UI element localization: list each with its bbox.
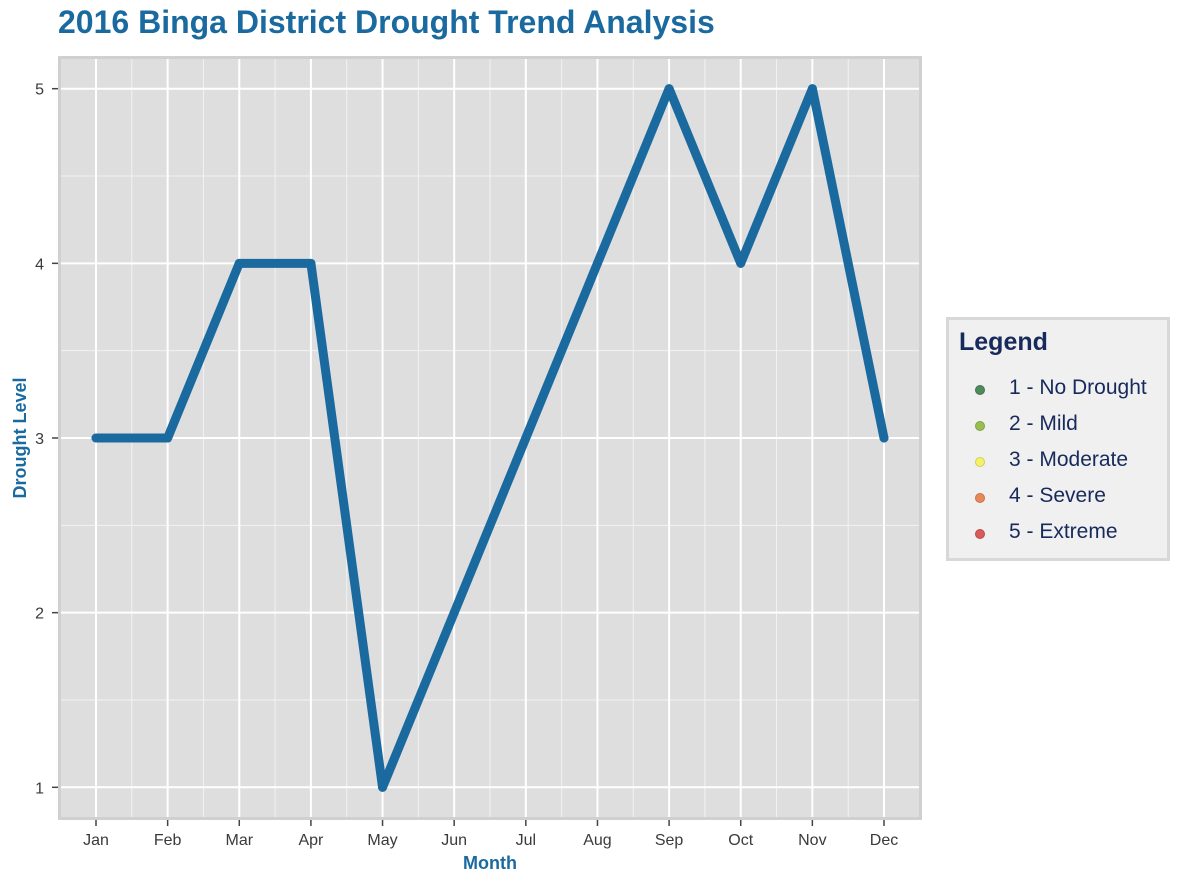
data-point-may — [378, 782, 388, 792]
legend-marker — [975, 493, 985, 503]
x-tick-label: Dec — [870, 832, 898, 849]
legend-label: 4 - Severe — [1009, 484, 1106, 507]
data-point-feb — [163, 433, 173, 443]
x-tick-label: Oct — [728, 832, 753, 849]
x-tick-label: Sep — [655, 832, 684, 849]
legend-item-mild: 2 - Mild — [949, 410, 1169, 440]
x-tick-label: Jul — [516, 832, 536, 849]
y-tick-label: 5 — [35, 82, 44, 99]
legend-item-severe: 4 - Severe — [949, 482, 1169, 512]
x-tick-label: Aug — [583, 832, 611, 849]
x-tick-label: Nov — [798, 832, 826, 849]
data-point-mar — [234, 258, 244, 268]
x-tick-label: May — [367, 832, 397, 849]
data-point-dec — [879, 433, 889, 443]
series-line — [91, 84, 889, 792]
y-tick-label: 2 — [35, 606, 44, 623]
data-point-jan — [91, 433, 101, 443]
series-layer — [91, 84, 889, 792]
x-tick-label: Mar — [225, 832, 253, 849]
data-point-aug — [592, 258, 602, 268]
legend-label: 5 - Extreme — [1009, 520, 1118, 543]
y-tick-label: 4 — [35, 256, 44, 273]
legend-label: 2 - Mild — [1009, 412, 1078, 435]
data-point-oct — [736, 258, 746, 268]
data-point-apr — [306, 258, 316, 268]
chart-title: 2016 Binga District Drought Trend Analys… — [58, 4, 715, 40]
legend: Legend 1 - No Drought 2 - Mild 3 - Moderat… — [946, 317, 1170, 561]
y-tick-label: 1 — [35, 780, 44, 797]
legend-marker — [975, 529, 985, 539]
x-tick-label: Feb — [154, 832, 182, 849]
legend-item-moderate: 3 - Moderate — [949, 446, 1169, 476]
x-axis: Jan Feb Mar Apr May Jun Jul Aug Sep Oct Nov Dec — [83, 820, 898, 849]
data-point-nov — [807, 84, 817, 94]
legend-item-no-drought: 1 - No Drought — [949, 374, 1169, 404]
x-tick-label: Jan — [83, 832, 109, 849]
x-tick-label: Apr — [298, 832, 324, 849]
legend-marker — [975, 385, 985, 395]
x-axis-title: Month — [463, 853, 517, 873]
data-point-jun — [449, 608, 459, 618]
y-axis: 1 2 3 4 5 — [35, 82, 58, 797]
data-point-jul — [521, 433, 531, 443]
y-tick-label: 3 — [35, 431, 44, 448]
legend-title: Legend — [959, 328, 1048, 356]
y-axis-title: Drought Level — [10, 377, 30, 498]
legend-marker — [975, 421, 985, 431]
x-tick-label: Jun — [441, 832, 467, 849]
legend-item-extreme: 5 - Extreme — [949, 518, 1169, 548]
legend-label: 3 - Moderate — [1009, 448, 1129, 471]
data-point-sep — [664, 84, 674, 94]
legend-marker — [975, 457, 985, 467]
legend-label: 1 - No Drought — [1009, 376, 1147, 399]
